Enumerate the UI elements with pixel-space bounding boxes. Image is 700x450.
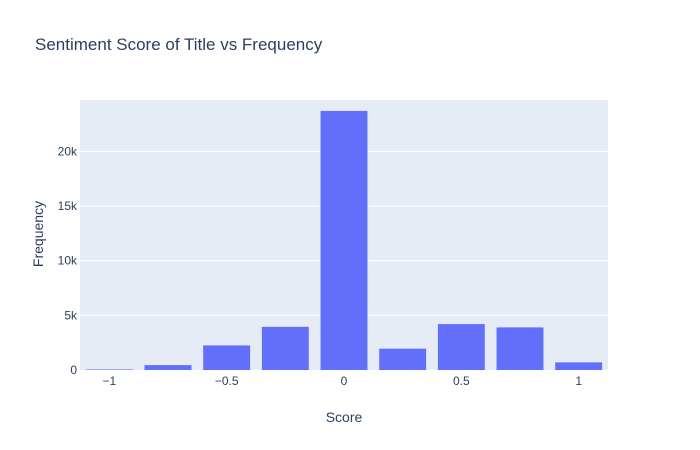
y-tick-label: 15k xyxy=(58,199,78,213)
y-tick-label: 10k xyxy=(58,254,78,268)
bar xyxy=(555,362,603,370)
x-tick-label: 0.5 xyxy=(453,374,470,388)
x-tick-label: −0.5 xyxy=(215,374,239,388)
bar xyxy=(203,345,251,370)
bars xyxy=(85,110,603,370)
bar xyxy=(437,324,485,370)
bar xyxy=(379,348,427,370)
x-axis-ticks: −1 −0.5 0 0.5 1 xyxy=(102,374,582,388)
bar xyxy=(320,110,368,370)
y-axis-title: Frequency xyxy=(30,201,46,267)
bar xyxy=(261,326,309,370)
x-tick-label: −1 xyxy=(102,374,116,388)
bar xyxy=(496,327,544,370)
y-tick-label: 20k xyxy=(58,144,78,158)
x-tick-label: 1 xyxy=(575,374,582,388)
y-tick-label: 5k xyxy=(64,308,78,322)
y-axis-ticks: 0 5k 10k 15k 20k xyxy=(58,144,78,377)
bar xyxy=(85,369,133,370)
x-axis-title: Score xyxy=(326,409,363,425)
y-tick-label: 0 xyxy=(70,363,77,377)
x-tick-label: 0 xyxy=(341,374,348,388)
chart-title: Sentiment Score of Title vs Frequency xyxy=(35,35,323,54)
bar xyxy=(144,365,192,370)
